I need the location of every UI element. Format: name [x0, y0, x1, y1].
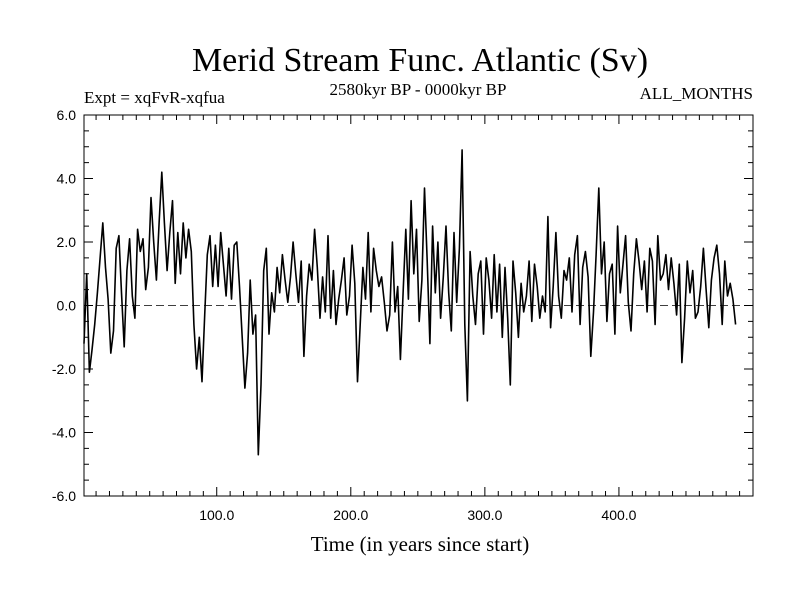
y-tick-label: 4.0	[57, 171, 77, 187]
x-tick-label: 300.0	[467, 507, 502, 523]
y-tick-label: -2.0	[52, 361, 76, 377]
x-tick-label: 200.0	[333, 507, 368, 523]
x-axis-title: Time (in years since start)	[311, 532, 530, 556]
y-tick-label: 6.0	[57, 107, 77, 123]
y-axis: -6.0 -4.0 -2.0 0.0 2.0 4.0 6.0	[52, 107, 76, 504]
months-label: ALL_MONTHS	[640, 84, 753, 103]
minor-ticks	[84, 115, 753, 496]
y-tick-label: -4.0	[52, 425, 76, 441]
y-tick-label: -6.0	[52, 488, 76, 504]
y-tick-label: 2.0	[57, 234, 77, 250]
x-tick-label: 100.0	[199, 507, 234, 523]
experiment-label: Expt = xqFvR-xqfua	[84, 88, 225, 107]
x-tick-label: 400.0	[601, 507, 636, 523]
period-label: 2580kyr BP - 0000kyr BP	[330, 80, 507, 99]
x-axis: 100.0 200.0 300.0 400.0	[199, 507, 636, 523]
chart-title: Merid Stream Func. Atlantic (Sv)	[192, 42, 648, 79]
y-tick-label: 0.0	[57, 298, 77, 314]
series-line	[83, 149, 737, 456]
